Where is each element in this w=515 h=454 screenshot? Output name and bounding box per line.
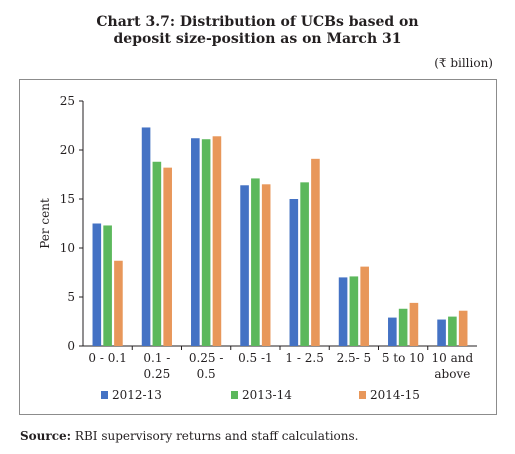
- bar-2012-13-6: [388, 317, 397, 346]
- bar-2014-15-7: [458, 310, 468, 346]
- bar-2013-14-0: [103, 225, 112, 346]
- bar-2014-15-4: [311, 158, 320, 346]
- x-tick-label: 5 to 10: [382, 351, 425, 365]
- legend-label-2013-14: 2013-14: [242, 388, 292, 402]
- bar-2014-15-2: [212, 136, 222, 346]
- source-note: Source: RBI supervisory returns and staf…: [20, 429, 359, 443]
- bar-2012-13-5: [338, 277, 348, 346]
- y-tick-label: 20: [60, 143, 75, 157]
- bar-2014-15-5: [360, 266, 369, 346]
- x-tick-label: above: [434, 367, 470, 381]
- legend-label-2014-15: 2014-15: [370, 388, 420, 402]
- bar-2012-13-2: [191, 138, 200, 346]
- bar-2012-13-4: [289, 199, 299, 346]
- legend-swatch-2013-14: [231, 391, 238, 399]
- x-tick-label: 0 - 0.1: [88, 351, 126, 365]
- y-tick-label: 15: [60, 192, 75, 206]
- y-tick-label: 25: [60, 94, 75, 108]
- y-tick-label: 10: [60, 241, 75, 255]
- bar-2013-14-5: [349, 276, 359, 346]
- x-tick-label: 2.5- 5: [337, 351, 372, 365]
- x-tick-label: 0.5 -1: [238, 351, 273, 365]
- x-tick-label: 0.25 -: [189, 351, 224, 365]
- y-tick-label: 5: [67, 290, 75, 304]
- bar-2012-13-0: [92, 223, 102, 346]
- bar-2012-13-1: [141, 127, 151, 347]
- x-tick-label: 0.1 -: [143, 351, 170, 365]
- chart-title: Chart 3.7: Distribution of UCBs based on…: [0, 14, 515, 48]
- chart-title-line-1: Chart 3.7: Distribution of UCBs based on: [96, 14, 419, 30]
- legend-swatch-2012-13: [101, 391, 108, 399]
- legend-label-2012-13: 2012-13: [112, 388, 162, 402]
- x-tick-label: 0.25: [144, 367, 171, 381]
- x-tick-label: 1 - 2.5: [285, 351, 323, 365]
- bar-2013-14-3: [251, 178, 260, 346]
- source-label: Source:: [20, 429, 72, 443]
- bar-2013-14-2: [201, 139, 211, 346]
- bar-2014-15-0: [114, 260, 123, 346]
- bar-2014-15-1: [163, 167, 172, 346]
- chart-title-line-2: deposit size-position as on March 31: [113, 31, 402, 47]
- x-tick-label: 10 and: [432, 351, 474, 365]
- x-tick-label: 0.5: [197, 367, 216, 381]
- bar-2012-13-7: [437, 319, 446, 346]
- chart-frame: [19, 79, 497, 415]
- bar-2013-14-1: [152, 161, 162, 346]
- y-axis-label: Per cent: [38, 198, 52, 249]
- bar-2014-15-3: [261, 184, 271, 346]
- bar-2012-13-3: [240, 185, 249, 346]
- bar-2013-14-6: [398, 308, 408, 346]
- unit-label: (₹ billion): [434, 56, 493, 70]
- source-text: RBI supervisory returns and staff calcul…: [74, 429, 359, 443]
- bar-2014-15-6: [409, 302, 419, 346]
- bar-2013-14-4: [300, 182, 309, 346]
- bar-2013-14-7: [448, 316, 457, 346]
- legend-swatch-2014-15: [359, 391, 366, 399]
- y-tick-label: 0: [67, 339, 75, 353]
